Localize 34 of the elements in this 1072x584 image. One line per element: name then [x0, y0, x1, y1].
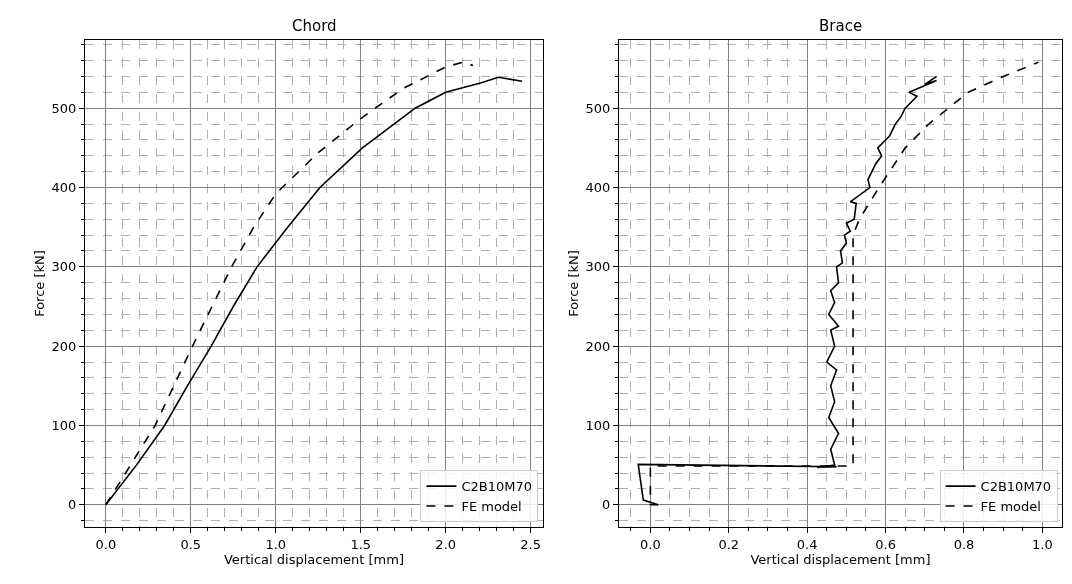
y-tick-label: 400	[585, 180, 611, 196]
y-tick-label: 100	[585, 418, 611, 434]
x-tick-label: 0.6	[875, 536, 896, 552]
chart-title: Chord	[292, 17, 337, 35]
y-axis-title: Force [kN]	[565, 250, 581, 317]
x-tick-label: 1.5	[350, 536, 372, 552]
y-tick-label: 0	[68, 497, 77, 513]
legend-label: C2B10M70	[461, 479, 532, 495]
y-tick-label: 100	[51, 418, 77, 434]
y-tick-label: 500	[585, 100, 611, 116]
y-tick-label: 300	[51, 259, 77, 275]
y-tick-label: 0	[602, 497, 611, 513]
x-tick-label: 0.8	[953, 536, 975, 552]
x-tick-label: 0.0	[640, 536, 661, 552]
x-tick-label: 0.0	[95, 536, 117, 552]
x-tick-label: 2.5	[520, 536, 542, 552]
chart-title: Brace	[819, 17, 863, 35]
y-tick-label: 300	[585, 259, 611, 275]
y-tick-label: 500	[51, 100, 77, 116]
y-tick-label: 400	[51, 180, 77, 196]
x-tick-label: 1.0	[1032, 536, 1053, 552]
legend-label: FE model	[980, 499, 1041, 515]
x-tick-label: 1.0	[265, 536, 287, 552]
legend-label: FE model	[461, 499, 522, 515]
legend-label: C2B10M70	[980, 479, 1052, 495]
y-axis-title: Force [kN]	[31, 250, 47, 317]
x-tick-label: 0.2	[718, 536, 740, 552]
y-tick-label: 200	[51, 338, 77, 354]
x-tick-label: 2.0	[435, 536, 457, 552]
x-tick-label: 0.4	[796, 536, 818, 552]
x-axis-title: Vertical displacement [mm]	[223, 552, 405, 568]
x-tick-label: 0.5	[180, 536, 202, 552]
y-tick-label: 200	[585, 338, 611, 354]
x-axis-title: Vertical displacement [mm]	[750, 552, 931, 568]
